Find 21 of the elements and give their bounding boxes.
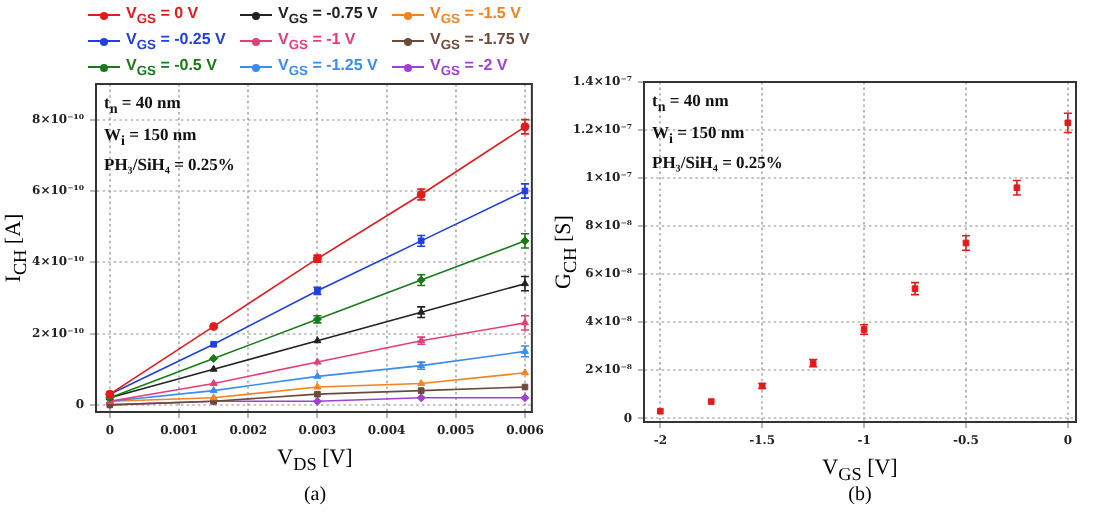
legend-label: V$_{GS}$ = -0.75 V — [278, 3, 378, 27]
x-axis-title: V$_{GS}$ [V] — [820, 456, 900, 485]
annotation: PH₃/SiH₄ = 0.25% — [652, 150, 783, 175]
annotation: PH₃/SiH₄ = 0.25% — [104, 152, 235, 177]
annotation: t$_{n}$ = 40 nm — [652, 88, 731, 120]
legend-label: V$_{GS}$ = -1 V — [278, 29, 356, 53]
legend-label: V$_{GS}$ = 0 V — [126, 3, 199, 27]
legend-label: V$_{GS}$ = -1.75 V — [430, 29, 530, 53]
text: (b) — [846, 484, 874, 506]
point — [656, 407, 664, 415]
point — [707, 398, 715, 405]
legend-label: V$_{GS}$ = -1.5 V — [430, 3, 521, 27]
x-axis-title: V$_{DS}$ [V] — [275, 446, 355, 475]
legend-label: V$_{GS}$ = -1.25 V — [278, 55, 378, 79]
legend-label: V$_{GS}$ = -0.5 V — [126, 55, 217, 79]
annotation: W$_{i}$ = 150 nm — [104, 121, 199, 153]
text: (a) — [301, 484, 329, 506]
legend-label: V$_{GS}$ = -2 V — [430, 55, 508, 79]
annotation: t$_{n}$ = 40 nm — [104, 90, 183, 122]
annotation: W$_{i}$ = 150 nm — [652, 119, 747, 151]
legend-label: V$_{GS}$ = -0.25 V — [126, 29, 226, 53]
